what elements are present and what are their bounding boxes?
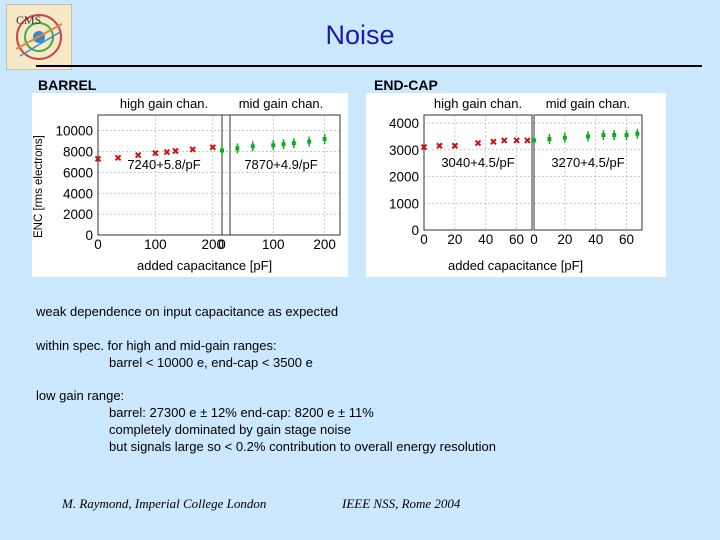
- data-point: [235, 146, 240, 151]
- x-tick-label: 20: [557, 232, 572, 247]
- data-point: [114, 154, 122, 161]
- endcap-heading: END-CAP: [374, 77, 438, 93]
- plot-frame: [533, 114, 643, 231]
- title-divider: [36, 65, 702, 67]
- data-point: [94, 155, 102, 163]
- y-axis-label: ENC [rms electrons]: [33, 135, 45, 238]
- note-within-spec: within spec. for high and mid-gain range…: [36, 338, 277, 353]
- note-weak-dependence: weak dependence on input capacitance as …: [36, 304, 339, 319]
- y-tick-label: 10000: [55, 124, 93, 139]
- y-tick-label: 0: [411, 223, 419, 238]
- y-tick-label: 2000: [389, 170, 419, 185]
- data-point: [635, 131, 640, 136]
- y-tick-label: 4000: [389, 116, 419, 131]
- data-point: [436, 142, 443, 149]
- y-tick-label: 0: [85, 228, 93, 243]
- y-tick-label: 2000: [63, 207, 93, 222]
- note-spec-limits: barrel < 10000 e, end-cap < 3500 e: [109, 355, 313, 370]
- data-point: [562, 135, 567, 140]
- data-point: [524, 137, 531, 144]
- x-tick-label: 60: [509, 232, 524, 247]
- endcap-chart-svg: 0 20 40 60 0 1000 2000 3000 4000 high gain chan. 3…: [389, 96, 643, 247]
- data-point: [451, 142, 459, 149]
- plot-frame: [423, 114, 533, 231]
- x-tick-label: 100: [144, 237, 167, 252]
- series-label: high gain chan.: [120, 96, 208, 111]
- y-tick-label: 6000: [63, 165, 93, 180]
- y-tick-label: 3000: [389, 143, 419, 158]
- data-point: [152, 149, 159, 157]
- data-point: [189, 146, 196, 153]
- endcap-x-axis-label: added capacitance [pF]: [448, 258, 584, 273]
- data-point: [532, 138, 536, 143]
- fit-label: 7870+4.9/pF: [244, 157, 317, 172]
- x-tick-label: 0: [420, 232, 428, 247]
- plot-frame: [97, 114, 231, 236]
- data-point: [307, 139, 312, 144]
- note-resolution: but signals large so < 0.2% contribution…: [109, 439, 496, 454]
- note-gain-stage: completely dominated by gain stage noise: [109, 422, 352, 437]
- data-point: [281, 142, 286, 147]
- data-point: [134, 151, 142, 159]
- data-point: [322, 137, 327, 141]
- x-tick-label: 40: [478, 232, 493, 247]
- slide-title: Noise: [325, 20, 395, 50]
- x-tick-label: 200: [202, 237, 225, 252]
- x-tick-label: 20: [447, 232, 462, 247]
- x-tick-label: 100: [262, 237, 285, 252]
- data-point: [624, 133, 629, 138]
- data-point: [291, 141, 296, 146]
- data-point: [420, 143, 428, 151]
- data-point: [612, 133, 617, 138]
- x-tick-label: 40: [588, 232, 603, 247]
- barrel-heading: BARREL: [38, 77, 97, 93]
- data-point: [547, 137, 552, 142]
- data-point: [209, 144, 216, 151]
- y-tick-label: 1000: [389, 196, 419, 211]
- note-low-gain: low gain range:: [36, 388, 125, 403]
- data-point: [271, 143, 276, 148]
- barrel-chart: 0 100 200 0 2000 4000 6000 8000 10000 high gain c…: [32, 93, 348, 277]
- y-tick-label: 4000: [63, 186, 93, 201]
- x-tick-label: 60: [619, 232, 634, 247]
- data-point: [601, 133, 606, 138]
- series-label: high gain chan.: [434, 96, 522, 111]
- y-tick-label: 8000: [63, 145, 93, 160]
- series-label: mid gain chan.: [239, 96, 324, 111]
- endcap-chart: 0 20 40 60 0 1000 2000 3000 4000 high gain chan. 3…: [366, 93, 666, 277]
- data-point: [220, 148, 224, 153]
- barrel-x-axis-label: added capacitance [pF]: [137, 258, 273, 273]
- cms-logo-icon: CMS: [5, 3, 73, 71]
- data-point: [250, 144, 255, 149]
- x-tick-label: 0: [530, 232, 538, 247]
- data-point: [586, 134, 590, 139]
- fit-label: 3270+4.5/pF: [551, 155, 624, 170]
- footer-author: M. Raymond, Imperial College London: [62, 496, 267, 511]
- data-point: [474, 139, 482, 147]
- fit-label: 7240+5.8/pF: [127, 157, 200, 172]
- data-point: [501, 137, 508, 144]
- data-point: [163, 148, 171, 156]
- x-tick-label: 200: [313, 237, 336, 252]
- svg-text:CMS: CMS: [16, 13, 41, 27]
- series-label: mid gain chan.: [546, 96, 631, 111]
- x-tick-label: 0: [218, 237, 226, 252]
- data-point: [172, 147, 179, 155]
- fit-label: 3040+4.5/pF: [441, 155, 514, 170]
- x-tick-label: 0: [94, 237, 102, 252]
- data-point: [490, 138, 497, 145]
- plot-frame: [221, 114, 341, 236]
- data-point: [513, 137, 520, 144]
- footer-venue: IEEE NSS, Rome 2004: [342, 496, 461, 511]
- note-low-gain-values: barrel: 27300 e ± 12% end-cap: 8200 e ± …: [109, 405, 374, 420]
